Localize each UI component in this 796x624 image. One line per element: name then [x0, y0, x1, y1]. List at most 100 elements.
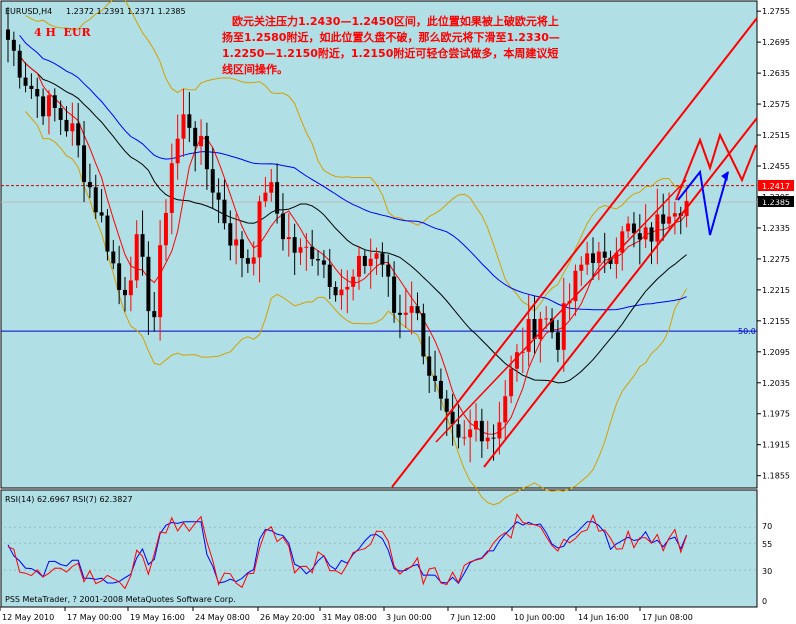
candle-body: [240, 239, 244, 259]
candle-body: [269, 182, 274, 193]
candle-body: [538, 318, 543, 340]
candle-body: [585, 253, 590, 265]
candle-body: [163, 212, 168, 246]
timeframe-label: 4 H EUR: [34, 26, 92, 39]
candle-body: [263, 192, 268, 202]
candle-body: [199, 135, 204, 147]
main-price-panel[interactable]: [0, 0, 758, 489]
candle-body: [415, 306, 420, 314]
candle-body: [52, 95, 57, 108]
candle-body: [474, 420, 478, 430]
candle-body: [327, 264, 332, 287]
x-tick-label: 14 Jun 16:00: [578, 613, 629, 622]
forecast-arrow-head: [721, 170, 729, 181]
y-tick-label: 1.2275: [762, 255, 790, 264]
candle-body: [573, 270, 578, 302]
candle-body: [29, 85, 34, 90]
candle-body: [591, 253, 595, 263]
y-tick-label: 1.2035: [762, 379, 790, 388]
candle-body: [111, 251, 116, 264]
y-tick-label: 1.2215: [762, 286, 790, 295]
candle-body: [497, 422, 502, 439]
candle-body: [667, 216, 672, 224]
annotation-line-1: 欧元关注压力1.2430—1.2450区间，此位置如果被上破欧元将上: [232, 14, 559, 28]
candle-body: [357, 255, 361, 277]
chart-ohlc: 1.2372 1.2391 1.2371 1.2385: [66, 7, 186, 16]
candle-body: [526, 318, 531, 352]
candle-body: [643, 227, 648, 240]
candle-body: [368, 258, 373, 267]
y-tick-label: 1.2155: [762, 317, 790, 326]
candle-body: [41, 96, 46, 117]
candle-body: [637, 233, 642, 240]
candle-body: [316, 259, 321, 261]
candle-body: [310, 246, 315, 260]
candle-body: [245, 258, 250, 264]
candle-body: [509, 368, 514, 397]
annotation-line-3: 1.2250—1.2150附近，1.2150附近可轻仓尝试做多，本周建议短: [222, 46, 558, 60]
candle-body: [514, 352, 519, 369]
candle-body: [620, 231, 625, 253]
candle-body: [298, 247, 303, 253]
y-tick-label: 1.2095: [762, 348, 790, 357]
candle-body: [339, 289, 344, 296]
candle-body: [46, 95, 51, 117]
candle-body: [128, 280, 133, 296]
rsi-label: RSI(14) 62.6967 RSI(7) 62.3827: [5, 495, 133, 504]
rsi-level-55: 55: [762, 540, 772, 549]
x-tick-label: 10 Jun 00:00: [514, 613, 565, 622]
candle-body: [450, 411, 455, 425]
x-tick-label: 24 May 08:00: [195, 613, 250, 622]
candle-body: [380, 253, 385, 265]
level-label: 50.0: [738, 327, 756, 336]
candle-body: [23, 77, 28, 86]
candle-body: [204, 135, 209, 170]
candle-body: [386, 264, 391, 277]
x-tick-label: 7 Jun 12:00: [450, 613, 496, 622]
rsi-panel[interactable]: [0, 489, 758, 608]
candle-body: [602, 251, 607, 258]
candle-body: [93, 187, 98, 213]
y-tick-label: 1.1855: [762, 472, 790, 481]
candle-body: [117, 263, 122, 290]
candle-body: [491, 437, 496, 439]
candle-body: [614, 252, 619, 264]
x-tick-label: 17 May 00:00: [67, 613, 122, 622]
candle-body: [146, 256, 151, 312]
candle-body: [181, 114, 186, 139]
x-tick-label: 12 May 2010: [2, 613, 54, 622]
candle-body: [503, 396, 508, 423]
y-tick-label: 1.2695: [762, 38, 790, 47]
candle-body: [134, 234, 139, 281]
candle-body: [58, 107, 63, 120]
candle-body: [70, 123, 75, 132]
last-price-badge: [758, 196, 794, 207]
candle-body: [561, 303, 566, 350]
candle-body: [374, 253, 379, 259]
y-tick-label: 1.2575: [762, 100, 790, 109]
y-tick-label: 1.2335: [762, 224, 790, 233]
x-tick-label: 17 Jun 08:00: [642, 613, 693, 622]
channel-mid-line: [435, 179, 687, 443]
forecast-blue-path: [677, 169, 729, 236]
candle-body: [169, 163, 174, 213]
candle-body: [234, 239, 239, 246]
candle-body: [479, 420, 484, 442]
candle-body: [485, 437, 490, 442]
candle-body: [579, 264, 584, 271]
candle-body: [11, 39, 16, 51]
candle-body: [555, 332, 560, 350]
candle-body: [228, 223, 233, 246]
copyright-text: PSS MetaTrader, ? 2001-2008 MetaQuotes S…: [5, 595, 236, 604]
forecast-red-path: [675, 132, 757, 201]
candle-body: [626, 223, 631, 232]
candle-body: [275, 182, 280, 214]
channel-upper-line: [391, 17, 758, 488]
candle-body: [392, 276, 397, 313]
candle-body: [462, 437, 467, 439]
candle-body: [304, 246, 309, 248]
candle-body: [82, 145, 87, 183]
candle-body: [251, 257, 256, 264]
candle-body: [321, 260, 326, 265]
